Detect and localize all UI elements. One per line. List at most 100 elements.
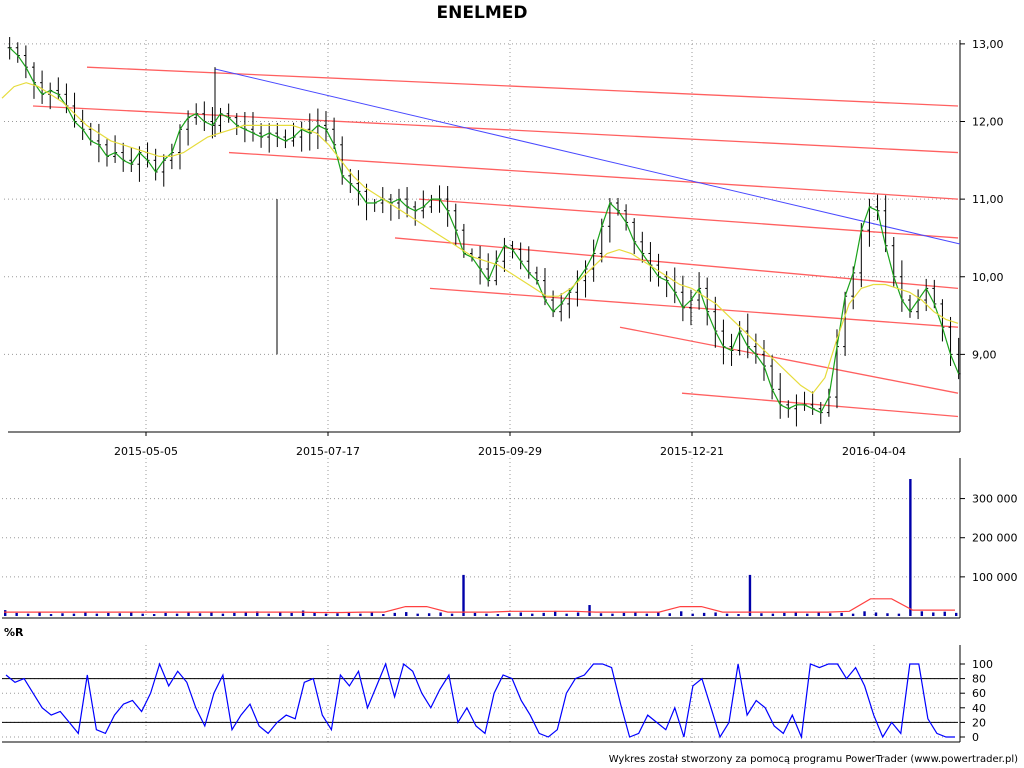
volume-bar (221, 613, 225, 616)
support-resistance-line (418, 198, 959, 239)
support-resistance-line (228, 151, 959, 200)
volume-bar (405, 612, 408, 616)
volume-bar (874, 612, 878, 616)
volume-bar (920, 611, 924, 616)
volume-bar (324, 613, 328, 616)
volume-bar (783, 612, 786, 616)
footer-credit: Wykres został stworzony za pomocą progra… (609, 754, 1018, 765)
volume-bar (943, 611, 946, 616)
volume-y-tick-label: 200 000 (972, 532, 1018, 545)
volume-bar (817, 612, 820, 616)
volume-bar (863, 611, 866, 616)
williams-r-line (5, 662, 955, 740)
volume-bar (657, 612, 660, 616)
volume-bar (806, 613, 809, 616)
x-tick-label: 2015-09-29 (478, 445, 542, 458)
moving-average-short (9, 47, 960, 414)
volume-bar (599, 613, 603, 616)
volume-bar (909, 479, 912, 616)
williams-r-y-tick-label: 40 (972, 702, 986, 715)
volume-bar (210, 611, 213, 616)
support-resistance-line (32, 105, 959, 154)
volume-bar (955, 612, 958, 616)
williams-r-y-tick-label: 0 (972, 731, 979, 744)
williams-r-label: %R (4, 626, 24, 639)
volume-bar (244, 612, 248, 616)
volume-bar (645, 613, 649, 616)
volume-bar (714, 612, 717, 616)
y-tick-label: 12,00 (972, 116, 1004, 129)
volume-y-tick-label: 100 000 (972, 571, 1018, 584)
volume-bar (267, 613, 270, 616)
volume-bar (760, 613, 763, 616)
volume-bar (336, 613, 339, 616)
support-resistance-line (86, 66, 959, 107)
volume-bar (542, 612, 545, 616)
volume-bar (737, 614, 740, 616)
volume-bar (95, 613, 99, 616)
volume-bar (897, 613, 901, 616)
volume-bar (553, 610, 557, 616)
volume-bar (691, 613, 694, 616)
volume-bar (370, 612, 374, 616)
volume-y-tick-label: 300 000 (972, 493, 1018, 506)
y-tick-label: 11,00 (972, 193, 1004, 206)
volume-bar (485, 613, 488, 616)
volume-bar (473, 612, 477, 616)
volume-bar (851, 613, 855, 616)
volume-bar (72, 613, 76, 616)
volume-bar (278, 612, 282, 616)
volume-bar (152, 614, 156, 616)
volume-bar (61, 613, 64, 616)
volume-bar (576, 612, 580, 616)
volume-bar (462, 574, 465, 616)
volume-bar (508, 613, 511, 616)
volume-bar (450, 613, 454, 616)
volume-bar (187, 612, 190, 616)
x-tick-label: 2015-07-17 (296, 445, 360, 458)
y-tick-label: 9,00 (972, 348, 997, 361)
williams-r-y-tick-label: 20 (972, 716, 986, 729)
williams-r-y-tick-label: 100 (972, 658, 993, 671)
volume-bar (359, 613, 362, 616)
x-tick-label: 2015-05-05 (114, 445, 178, 458)
volume-bar (794, 612, 797, 616)
volume-bar (393, 612, 396, 616)
y-tick-label: 13,00 (972, 38, 1004, 51)
volume-bar (164, 612, 167, 616)
volume-bar (771, 613, 775, 616)
volume-bar (15, 612, 18, 616)
volume-bar (233, 612, 236, 616)
volume-bar (828, 613, 832, 616)
volume-bar (565, 613, 568, 616)
volume-bar (519, 612, 523, 616)
volume-bar (702, 612, 706, 616)
volume-bar (141, 613, 144, 616)
price-panel: 13,00 12,00 11,00 10,00 9,00 2015-05-05 2015-… (1, 37, 1004, 458)
volume-bar (290, 612, 293, 616)
support-resistance-line (429, 287, 959, 328)
williams-r-y-tick-label: 60 (972, 687, 986, 700)
volume-bar (198, 613, 202, 616)
volume-bar (26, 613, 30, 616)
volume-bar (84, 612, 87, 616)
volume-bar (588, 605, 591, 616)
volume-bar (932, 612, 935, 616)
volume-bar (313, 612, 316, 616)
volume-bar (531, 613, 534, 616)
x-tick-label: 2015-12-21 (660, 445, 724, 458)
support-resistance-line (394, 237, 959, 290)
volume-bar (680, 611, 683, 616)
volume-bar (4, 610, 7, 616)
volume-panel: 300 000 200 000 100 000 (2, 458, 1018, 619)
volume-bar (427, 613, 431, 616)
volume-bar (38, 612, 41, 616)
x-tick-label: 2016-04-04 (842, 445, 906, 458)
volume-bar (347, 612, 351, 616)
volume-bar (130, 612, 133, 616)
volume-bar (256, 611, 259, 616)
volume-bar (840, 612, 843, 616)
volume-bar (668, 613, 671, 616)
